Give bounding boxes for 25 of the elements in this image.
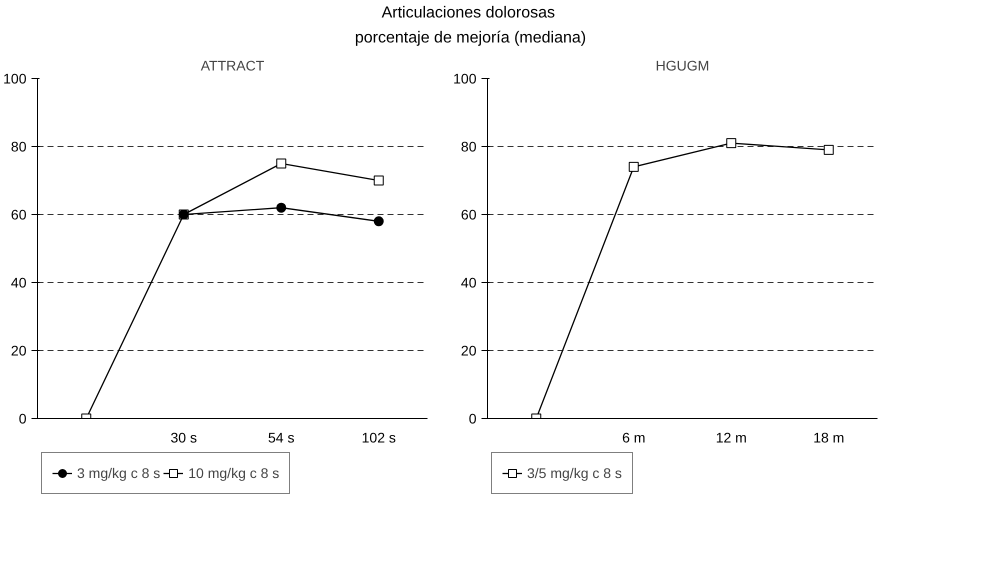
y-tick-label: 80	[10, 138, 27, 154]
text: Articulaciones dolorosas	[382, 4, 555, 22]
x-tick-label: 18 m	[813, 430, 844, 446]
x-tick-label: 12 m	[716, 430, 747, 446]
legend-label: 10 mg/kg c 8 s	[188, 465, 280, 481]
y-tick-label: 100	[453, 70, 477, 86]
x-tick-label: 102 s	[362, 430, 396, 446]
legend-label: 3 mg/kg c 8 s	[77, 465, 160, 481]
legend-label: 3/5 mg/kg c 8 s	[527, 465, 622, 481]
y-tick-label: 20	[460, 342, 477, 358]
y-tick-label: 0	[468, 410, 477, 426]
y-tick-label: 100	[3, 70, 27, 86]
y-tick-label: 60	[10, 206, 27, 222]
text: porcentaje de mejoría (mediana)	[354, 30, 586, 46]
y-tick-label: 40	[10, 274, 27, 290]
chart-title: ATTRACT	[200, 58, 265, 74]
y-tick-label: 40	[460, 274, 477, 290]
y-tick-label: 0	[18, 410, 27, 426]
x-tick-label: 54 s	[268, 430, 294, 446]
y-tick-label: 80	[460, 138, 477, 154]
x-tick-label: 6 m	[622, 430, 646, 446]
chart-title: HGUGM	[656, 58, 710, 74]
x-tick-label: 30 s	[170, 430, 197, 446]
y-tick-label: 60	[460, 206, 477, 222]
y-tick-label: 20	[10, 342, 27, 358]
